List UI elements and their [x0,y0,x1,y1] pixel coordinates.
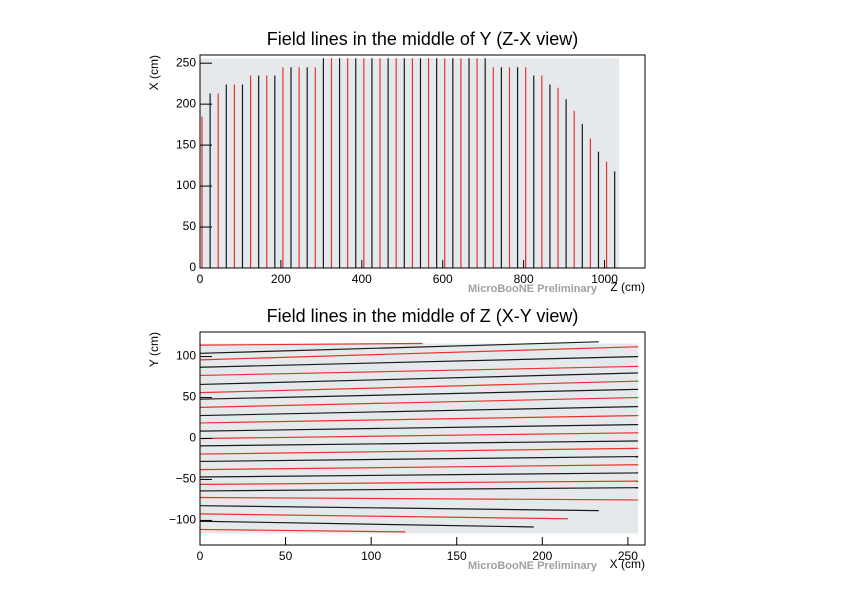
field-line [199,396,639,408]
field-line [199,480,639,485]
shaded-region [200,343,639,534]
field-line [199,464,639,471]
x-tick-label: 250 [618,549,638,563]
field-line [199,414,639,424]
y-tick-label: 100 [176,178,196,192]
field-line [199,447,639,455]
field-line [199,355,639,368]
y-tick-label: 150 [176,137,196,151]
y-tick-label: 250 [176,55,196,69]
x-tick-label: 100 [361,549,381,563]
y-axis-label: Y (cm) [147,332,161,367]
y-tick-label: 50 [183,219,197,233]
field-line [199,388,639,400]
x-tick-label: 0 [197,549,204,563]
y-tick-label: 100 [176,349,196,363]
field-line [199,513,568,520]
x-tick-label: 600 [433,272,453,286]
y-tick-label: 0 [189,260,196,274]
x-axis-label: X (cm) [610,557,645,571]
y-tick-label: −50 [176,472,197,486]
field-line [199,505,599,512]
y-tick-label: −100 [169,513,196,527]
field-line [199,372,639,386]
watermark: MicroBooNE Preliminary [468,283,598,295]
chart-title: Field lines in the middle of Z (X-Y view… [267,306,579,326]
shaded-region [200,58,620,269]
x-tick-label: 400 [352,272,372,286]
y-tick-label: 200 [176,96,196,110]
field-line [199,341,599,354]
chart-title: Field lines in the middle of Y (Z-X view… [267,29,578,49]
x-tick-label: 200 [532,549,552,563]
x-tick-label: 150 [447,549,467,563]
watermark: MicroBooNE Preliminary [468,560,598,572]
x-tick-label: 800 [514,272,534,286]
field-line [199,432,639,440]
y-tick-label: 0 [189,431,196,445]
field-line [199,528,406,533]
field-line [199,380,639,394]
field-line [199,472,639,478]
y-axis-label: X (cm) [147,55,161,90]
x-axis-label: Z (cm) [610,280,645,294]
field-line [199,496,639,501]
field-line [199,346,639,361]
field-line [199,487,639,492]
y-tick-label: 50 [183,390,197,404]
field-line [199,520,534,528]
field-line [199,405,639,417]
field-line [199,342,423,346]
field-line [199,365,639,377]
field-line [199,440,639,447]
x-tick-label: 200 [271,272,291,286]
x-tick-label: 1000 [591,272,618,286]
x-tick-label: 50 [279,549,293,563]
field-line [199,455,639,463]
x-tick-label: 0 [197,272,204,286]
plot-frame [199,54,646,269]
field-line [199,423,639,432]
